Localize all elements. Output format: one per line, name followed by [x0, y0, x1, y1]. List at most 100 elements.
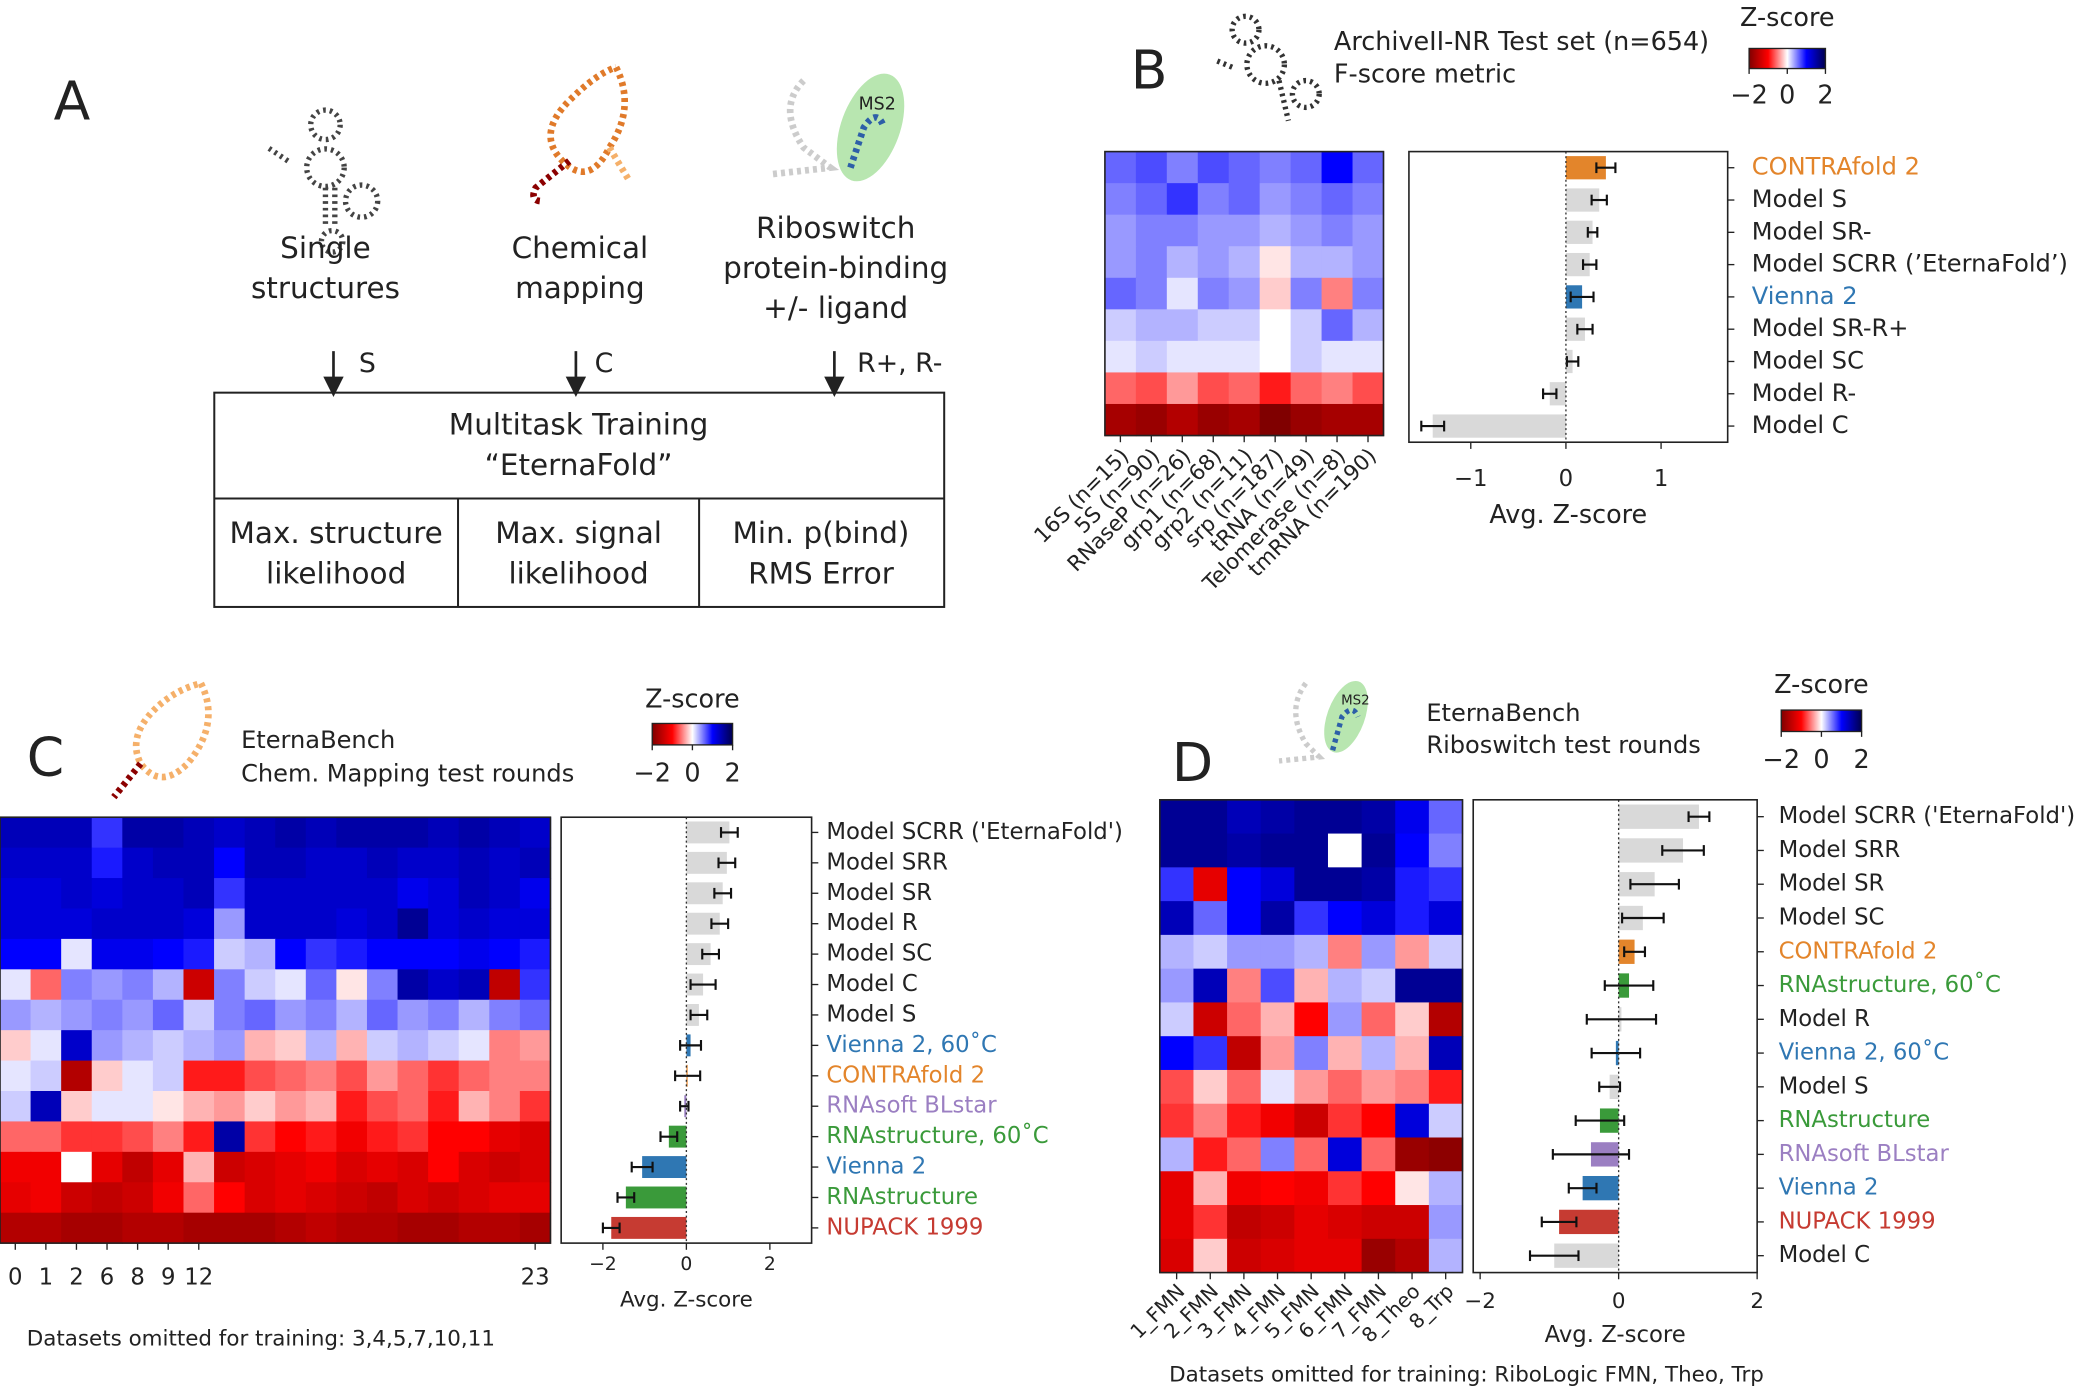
heat-cell: [1395, 934, 1430, 970]
heat-cell: [122, 1151, 154, 1183]
heat-cell: [275, 847, 307, 879]
heat-cell: [214, 1212, 246, 1244]
heat-cell: [458, 817, 490, 849]
heat-cell: [489, 999, 521, 1031]
heat-cell: [61, 847, 93, 879]
heat-cell: [1104, 372, 1137, 405]
heat-cell: [122, 908, 154, 940]
heat-cell: [30, 1091, 62, 1123]
heat-cell: [428, 878, 460, 910]
y-tick-label: Model SR-: [1752, 217, 1872, 245]
heat-cell: [428, 1121, 460, 1153]
heat-cell: [1193, 1103, 1228, 1139]
heat-cell: [366, 1151, 399, 1183]
heat-cell: [1104, 246, 1137, 279]
heat-cell: [152, 1030, 185, 1062]
heat-cell: [214, 1182, 246, 1214]
colorbar-tick-label: 0: [1813, 744, 1829, 774]
heat-cell: [1193, 833, 1228, 869]
heat-cell: [1159, 934, 1195, 970]
heat-cell: [1197, 151, 1230, 184]
heat-cell: [458, 999, 490, 1031]
heat-cell: [1104, 403, 1137, 437]
heat-cell: [275, 1151, 307, 1183]
heat-cell: [1352, 151, 1385, 184]
error-bar: [1595, 162, 1617, 174]
error-bar: [701, 948, 721, 960]
objective: Max. structure: [230, 516, 443, 550]
bar: [1565, 188, 1600, 212]
heat-cell: [1352, 372, 1385, 405]
objective: Max. signal: [495, 516, 662, 550]
heat-cell: [152, 878, 185, 910]
y-tick-label: Model SC: [826, 941, 932, 967]
heat-cell: [122, 999, 154, 1031]
y-tick-label: Model SR-R+: [1752, 314, 1909, 342]
heat-cell: [1227, 867, 1262, 902]
heat-cell: [91, 999, 123, 1031]
colorbar: [651, 722, 734, 746]
heat-cell: [1259, 246, 1292, 279]
heat-cell: [183, 1182, 215, 1214]
heat-cell: [1159, 1002, 1195, 1037]
heat-cell: [183, 999, 215, 1031]
bar: [686, 882, 723, 905]
heat-cell: [1166, 372, 1199, 405]
heat-cell: [1193, 901, 1228, 936]
heat-cell: [1395, 901, 1430, 936]
heat-cell: [0, 1182, 32, 1214]
heat-cell: [1290, 309, 1323, 342]
y-tick-label: RNAstructure, 60˚C: [1779, 971, 2001, 998]
heat-cell: [366, 999, 399, 1031]
heat-cell: [1197, 309, 1230, 342]
heat-cell: [489, 817, 521, 849]
heat-cell: [1321, 183, 1354, 216]
heat-cell: [366, 1212, 399, 1244]
x-tick-label: 0: [8, 1264, 22, 1290]
heat-cell: [1228, 372, 1261, 405]
heat-cell: [1193, 867, 1228, 902]
heat-cell: [244, 938, 276, 970]
heat-cell: [1135, 340, 1168, 374]
heat-cell: [336, 969, 368, 1001]
heat-cell: [1166, 340, 1199, 374]
error-bar: [616, 1192, 636, 1203]
heat-cell: [183, 1212, 215, 1244]
input-label: Riboswitch: [756, 211, 915, 245]
heat-cell: [244, 1060, 276, 1092]
heat-cell: [458, 1091, 490, 1123]
heat-cell: [1166, 277, 1199, 310]
heat-cell: [1159, 1103, 1195, 1139]
rna-icon-single: [266, 107, 381, 255]
heat-cell: [397, 969, 429, 1001]
heat-cell: [489, 938, 521, 970]
x-tick-label: −1: [1454, 466, 1488, 492]
heat-cell: [519, 938, 552, 970]
error-bar: [1621, 912, 1665, 924]
bar: [686, 851, 727, 874]
heat-cell: [428, 999, 460, 1031]
heat-cell: [1290, 214, 1323, 247]
heat-cell: [1290, 183, 1323, 216]
heat-cell: [1428, 833, 1464, 869]
axes-frame: [1408, 150, 1729, 444]
heat-cell: [1327, 833, 1363, 869]
heat-cell: [1193, 1205, 1228, 1240]
x-tick-label: 2: [764, 1254, 776, 1275]
heat-cell: [214, 969, 246, 1001]
panel-label: C: [27, 726, 64, 789]
heat-cell: [1290, 403, 1323, 437]
heat-cell: [30, 1212, 62, 1244]
heat-cell: [1361, 833, 1396, 869]
error-bar: [1585, 1013, 1658, 1025]
heat-cell: [122, 1212, 154, 1244]
heat-cell: [91, 969, 123, 1001]
heat-cell: [489, 1151, 521, 1183]
bar: [686, 943, 711, 966]
heat-cell: [1428, 1171, 1464, 1206]
heat-cell: [91, 1060, 123, 1092]
heat-cell: [275, 1060, 307, 1092]
heat-cell: [275, 1030, 307, 1062]
heat-cell: [1259, 309, 1292, 342]
objective: likelihood: [508, 556, 648, 590]
